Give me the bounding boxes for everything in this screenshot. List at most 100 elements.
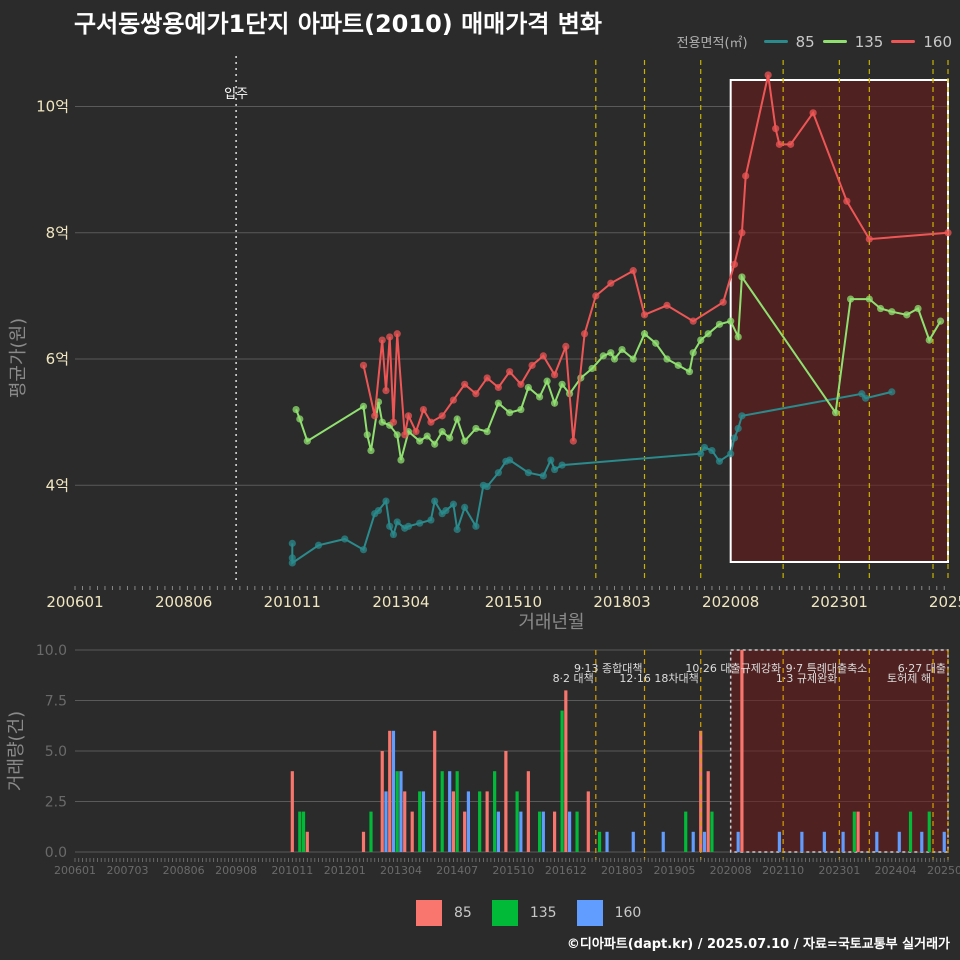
bar-x-tick-label: 202506 xyxy=(927,864,960,877)
bar-135 xyxy=(440,771,444,852)
bar-85 xyxy=(740,650,744,852)
footer-credit: ©디아파트(dapt.kr) / 2025.07.10 / 자료=국토교통부 실… xyxy=(566,937,950,952)
data-point-160 xyxy=(742,172,750,180)
data-point-85 xyxy=(539,472,547,480)
bar-85 xyxy=(586,791,590,852)
data-point-85 xyxy=(715,457,724,465)
data-point-135 xyxy=(831,409,840,417)
bar-135 xyxy=(301,811,306,852)
policy-label: 8·2 대책 xyxy=(553,672,594,685)
bar-135 xyxy=(395,771,399,852)
data-point-85 xyxy=(547,456,555,464)
bar-160 xyxy=(448,771,452,852)
policy-label: 12·16 18차대책 xyxy=(619,672,698,685)
bar-160 xyxy=(631,831,635,852)
bar-135 xyxy=(560,710,564,852)
data-point-160 xyxy=(539,352,547,360)
bar-160 xyxy=(897,831,901,852)
legend-swatch-85 xyxy=(763,40,788,43)
bar-135 xyxy=(852,811,856,852)
data-point-160 xyxy=(689,317,697,325)
bar-135 xyxy=(908,811,913,852)
data-point-135 xyxy=(558,380,566,388)
data-point-85 xyxy=(888,388,896,396)
data-point-160 xyxy=(371,412,379,420)
bar-135 xyxy=(369,811,373,852)
data-point-160 xyxy=(772,125,780,133)
bar-legend-label-160: 160 xyxy=(614,905,642,921)
bar-160 xyxy=(702,831,707,852)
data-point-135 xyxy=(588,364,596,373)
move-in-label: 입주 xyxy=(224,87,248,102)
bar-160 xyxy=(421,791,426,852)
data-point-135 xyxy=(888,308,896,316)
bar-x-tick-label: 202008 xyxy=(710,864,752,877)
bar-legend-item-85: 85 xyxy=(416,900,472,926)
bar-85 xyxy=(485,791,489,852)
bar-legend-label-85: 85 xyxy=(454,905,472,921)
data-point-160 xyxy=(389,418,398,426)
y-tick-label: 8억 xyxy=(46,224,69,242)
data-point-85 xyxy=(734,424,742,433)
data-point-135 xyxy=(734,333,742,341)
bar-x-tick-label: 201304 xyxy=(380,864,422,877)
data-point-85 xyxy=(861,394,870,402)
data-point-160 xyxy=(865,235,873,243)
data-point-85 xyxy=(558,461,566,469)
bar-85 xyxy=(463,811,467,852)
data-point-135 xyxy=(936,317,945,325)
data-point-85 xyxy=(386,522,394,530)
data-point-85 xyxy=(449,500,458,508)
bar-x-tick-label: 201612 xyxy=(545,864,587,877)
data-point-85 xyxy=(389,530,398,539)
bar-85 xyxy=(564,690,568,852)
y-axis-label: 평균가(원) xyxy=(8,318,29,398)
data-point-135 xyxy=(715,320,724,328)
data-point-85 xyxy=(374,506,383,515)
bar-160 xyxy=(736,831,740,852)
bar-x-tick-label: 201201 xyxy=(324,864,366,877)
data-point-135 xyxy=(704,330,712,338)
bar-85 xyxy=(388,730,392,852)
bar-x-tick-label: 201803 xyxy=(601,864,643,877)
bar-85 xyxy=(699,730,703,852)
policy-label: 토허제 해 xyxy=(887,671,931,685)
data-point-135 xyxy=(303,437,311,445)
data-point-135 xyxy=(652,339,660,347)
legend-swatch-160 xyxy=(891,40,916,43)
data-point-160 xyxy=(386,333,394,341)
data-point-85 xyxy=(697,450,705,458)
data-point-160 xyxy=(775,140,783,148)
bar-135 xyxy=(515,791,519,852)
data-point-135 xyxy=(296,415,304,423)
data-point-135 xyxy=(506,409,514,417)
bar-160 xyxy=(920,831,924,852)
bar-x-tick-label: 202301 xyxy=(818,864,860,877)
data-point-160 xyxy=(592,292,600,300)
data-point-160 xyxy=(472,390,480,398)
data-point-160 xyxy=(393,330,401,338)
data-point-160 xyxy=(569,437,577,445)
bar-y-tick-label: 7.5 xyxy=(45,694,67,710)
policy-label: 10·26 대출규제강화 xyxy=(685,662,781,675)
bar-160 xyxy=(942,831,946,852)
y-tick-label: 6억 xyxy=(46,350,69,368)
policy-label: 9·13 종합대책 xyxy=(574,662,642,675)
data-point-135 xyxy=(663,355,671,363)
bar-legend-item-135: 135 xyxy=(491,900,557,926)
data-point-135 xyxy=(610,355,619,363)
bar-y-tick-label: 5.0 xyxy=(45,744,67,760)
data-point-135 xyxy=(640,330,649,338)
bar-85 xyxy=(403,791,407,852)
bar-x-tick-label: 200703 xyxy=(106,864,148,877)
x-tick-label: 202008 xyxy=(702,593,759,611)
bar-legend-item-160: 160 xyxy=(576,900,642,926)
bar-160 xyxy=(567,811,572,852)
data-point-135 xyxy=(378,418,386,426)
series-legend: 전용면적(㎡) 85 135 160 xyxy=(677,32,952,52)
data-point-135 xyxy=(865,295,873,303)
series-line-135 xyxy=(295,274,942,461)
data-point-85 xyxy=(288,559,296,567)
data-point-135 xyxy=(453,415,461,423)
data-point-160 xyxy=(738,229,746,237)
